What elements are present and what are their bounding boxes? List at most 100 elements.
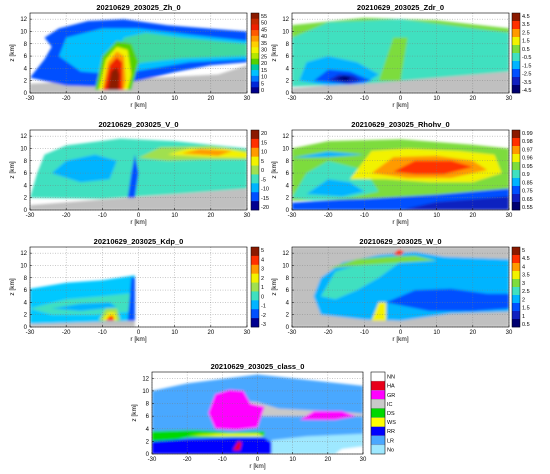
colorbar-swatch (251, 87, 259, 94)
legend-label: IC (387, 402, 393, 408)
panel-6: -30 -20 -10 0 10 20 3002468101220210629_203025… (271, 237, 530, 343)
colorbar-tick-label: 0.95 (522, 164, 533, 170)
y-tick-label: 8 (24, 159, 28, 165)
colorbar-frame (250, 246, 260, 328)
panel-5: -30 -20 -10 0 10 20 3002468101220210629_203025… (9, 237, 266, 343)
colorbar-tick-label: 55 (261, 14, 267, 20)
colorbar-tick-label: -4.5 (522, 88, 531, 94)
x-tick-label: 30 (360, 457, 367, 463)
colorbar-tick-label: 3 (261, 267, 264, 273)
legend-swatch (370, 408, 386, 418)
colorbar-tick-label: 4.5 (522, 14, 530, 20)
y-tick-label: 12 (20, 134, 27, 140)
legend-swatch (370, 435, 386, 446)
x-axis-label: r [km] (392, 102, 408, 109)
echo-field (30, 275, 135, 327)
colorbar-swatch (251, 282, 259, 292)
echo-region (400, 196, 509, 210)
class-legend: NN HA GR IC DS WS RR LR No (370, 371, 396, 455)
y-tick-label: 12 (282, 134, 289, 140)
x-tick-label: 0 (137, 330, 141, 336)
colorbar-tick-label: 45 (261, 27, 267, 33)
colorbar-tick-label: -3.5 (522, 80, 531, 86)
y-tick-label: 10 (282, 29, 289, 35)
echo-region (306, 179, 365, 197)
colorbar-swatch (512, 279, 520, 288)
colorbar-tick-label: 15 (261, 140, 267, 146)
y-tick-label: 6 (286, 54, 290, 60)
colorbar-swatch (251, 64, 259, 71)
colorbar-swatch (251, 165, 259, 175)
colorbar-swatch (512, 45, 520, 54)
y-tick-label: 2 (286, 79, 290, 85)
colorbar-swatch (251, 70, 259, 77)
echo-region (386, 288, 509, 311)
colorbar-tick-label: 2.5 (522, 289, 530, 295)
colorbar-frame (250, 129, 260, 211)
colorbar-tick-label: 2.5 (522, 30, 530, 36)
panel-title: 20210629_203025_W_0 (359, 237, 441, 246)
y-tick-label: 6 (146, 414, 150, 420)
y-tick-label: 10 (20, 29, 27, 35)
colorbar-tick-label: 0.65 (522, 197, 533, 203)
colorbar-swatch (251, 273, 259, 283)
colorbar-swatch (512, 29, 520, 38)
colorbar-tick-label: 5 (261, 248, 264, 254)
x-axis-label: r [km] (392, 336, 408, 343)
x-tick-label: 30 (244, 330, 251, 336)
x-tick-label: -30 (288, 96, 297, 102)
echo-region (127, 277, 135, 321)
colorbar-tick-label: 0.55 (522, 205, 533, 211)
colorbar-swatch (512, 37, 520, 46)
panel-2: -30 -20 -10 0 10 20 30 0 2 4 6 8 10 12 20210629_203025… (271, 3, 531, 109)
x-tick-label: -20 (62, 330, 71, 336)
x-axis-label: r [km] (130, 336, 146, 343)
colorbar-swatch (251, 47, 259, 54)
colorbar-tick-label: 0.75 (522, 189, 533, 195)
x-tick-label: -10 (98, 213, 107, 219)
echo-region (393, 160, 473, 175)
colorbar-swatch (251, 138, 259, 149)
colorbar-tick-label: 0 (261, 88, 264, 94)
echo-region (335, 75, 352, 81)
colorbar-tick-label: -0.5 (522, 55, 531, 61)
legend-frame (370, 371, 386, 455)
colorbar-tick-label: 50 (261, 21, 267, 27)
x-tick-label: 10 (433, 96, 440, 102)
y-tick-label: 4 (146, 427, 150, 433)
colorbar-swatch (251, 53, 259, 60)
echo-field (292, 139, 509, 210)
colorbar-swatch (251, 58, 259, 65)
x-tick-label: -20 (62, 213, 71, 219)
y-tick-label: 4 (286, 66, 290, 72)
legend-label: LR (387, 438, 394, 444)
y-tick-label: 8 (24, 276, 28, 282)
echo-region (51, 154, 117, 183)
y-tick-label: 6 (286, 171, 290, 177)
panel-7: -30 -20 -10 0 10 20 30 0 2 4 6 8 10 12 20210629_203025… (131, 362, 396, 470)
y-tick-label: 4 (24, 183, 28, 189)
y-tick-label: 0 (146, 452, 150, 458)
colorbar-swatch (512, 69, 520, 78)
echo-region (271, 433, 363, 454)
panel-title: 20210629_203025_Kdp_0 (94, 237, 184, 246)
x-tick-label: 0 (256, 457, 260, 463)
x-tick-label: -10 (98, 96, 107, 102)
colorbar-swatch (251, 18, 259, 25)
y-tick-label: 0 (24, 91, 28, 97)
colorbar-swatch (512, 61, 520, 70)
colorbar-tick-label: 0.96 (522, 156, 533, 162)
colorbar: 5 4.5 4 3.5 3 2.5 2 1.5 1 0.5 (511, 246, 530, 328)
x-tick-label: -30 (26, 330, 35, 336)
x-tick-label: -30 (26, 213, 35, 219)
colorbar-tick-label: 0 (261, 294, 264, 300)
colorbar: 5 4 3 2 1 0 -1 -2 -3 (250, 246, 266, 328)
colorbar-swatch (512, 77, 520, 86)
x-axis-label: r [km] (130, 219, 146, 226)
x-tick-label: 10 (289, 457, 296, 463)
colorbar-swatch (251, 247, 259, 257)
colorbar-tick-label: 40 (261, 34, 267, 40)
y-tick-label: 2 (24, 313, 28, 319)
